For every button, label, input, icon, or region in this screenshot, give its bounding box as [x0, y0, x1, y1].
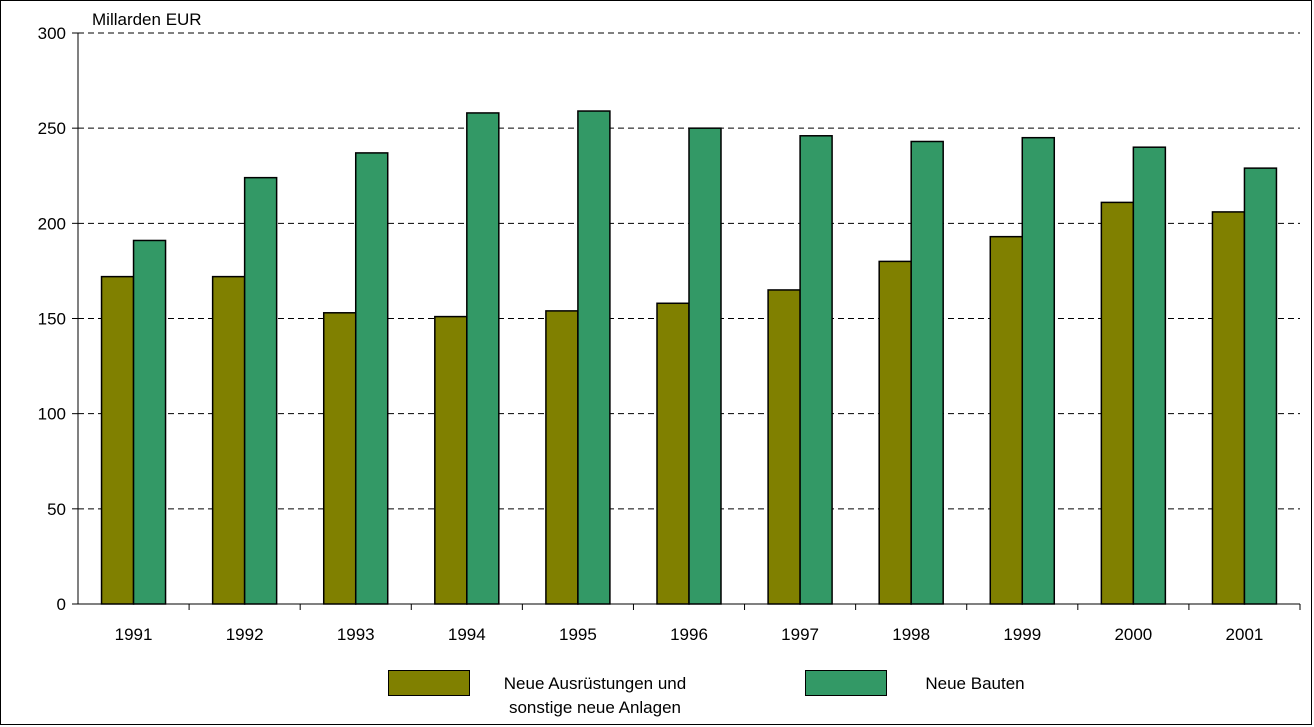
- legend-label: Neue Bauten: [925, 674, 1025, 693]
- y-axis-label: Millarden EUR: [92, 10, 202, 29]
- y-tick-label: 150: [38, 310, 66, 329]
- y-tick-label: 300: [38, 24, 66, 43]
- bar-bauten: [1243, 167, 1278, 605]
- x-tick-label: 1995: [559, 625, 597, 644]
- y-tick-label: 0: [57, 595, 66, 614]
- bar-bauten: [799, 135, 833, 605]
- bar-ausruestungen: [100, 275, 135, 605]
- x-tick-label: 1996: [670, 625, 708, 644]
- bar-bauten: [243, 176, 278, 605]
- bar-ausruestungen: [545, 310, 579, 605]
- x-tick-label: 1997: [781, 625, 819, 644]
- legend-swatch: [805, 670, 887, 696]
- bar-ausruestungen: [322, 312, 357, 605]
- x-tick-label: 1998: [892, 625, 930, 644]
- y-tick-label: 200: [38, 214, 66, 233]
- y-tick-label: 100: [38, 405, 66, 424]
- bar-ausruestungen: [989, 235, 1024, 605]
- bar-bauten: [466, 112, 500, 605]
- bar-ausruestungen: [767, 289, 801, 605]
- bar-bauten: [132, 239, 167, 605]
- bar-bauten: [354, 152, 389, 605]
- x-tick-label: 2001: [1226, 625, 1264, 644]
- x-tick-label: 1992: [226, 625, 264, 644]
- bar-ausruestungen: [211, 275, 246, 605]
- y-tick-label: 250: [38, 119, 66, 138]
- bar-bauten: [577, 110, 611, 605]
- legend-label: Neue Ausrüstungen und sonstige neue Anlag…: [503, 674, 687, 717]
- legend-swatch: [388, 670, 470, 696]
- bar-bauten: [1021, 136, 1056, 605]
- bar-ausruestungen: [434, 315, 468, 605]
- x-tick-label: 1999: [1003, 625, 1041, 644]
- bar-bauten: [910, 140, 944, 605]
- bar-bauten: [688, 127, 722, 605]
- x-tick-label: 1991: [115, 625, 153, 644]
- x-tick-label: 1994: [448, 625, 486, 644]
- bar-ausruestungen: [1211, 211, 1246, 605]
- bar-ausruestungen: [656, 302, 690, 605]
- x-tick-label: 2000: [1114, 625, 1152, 644]
- bar-bauten: [1132, 146, 1167, 605]
- bar-ausruestungen: [1100, 201, 1135, 605]
- x-tick-label: 1993: [337, 625, 375, 644]
- bar-ausruestungen: [878, 260, 912, 605]
- y-tick-label: 50: [47, 500, 66, 519]
